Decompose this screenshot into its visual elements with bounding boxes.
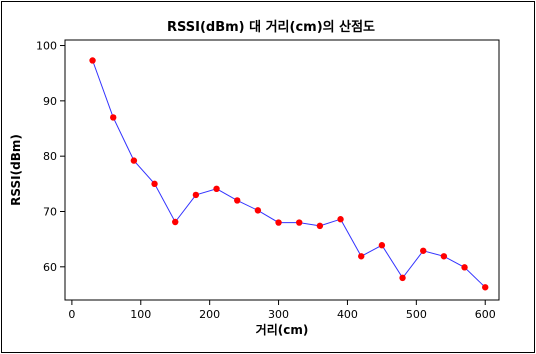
data-point bbox=[130, 157, 138, 164]
data-point bbox=[172, 218, 179, 226]
data-point bbox=[420, 247, 427, 254]
x-tick-label: 500 bbox=[406, 308, 427, 321]
series-line bbox=[92, 60, 486, 288]
x-tick-label: 400 bbox=[337, 308, 358, 321]
y-tick-label: 80 bbox=[43, 150, 57, 163]
data-point bbox=[461, 264, 468, 271]
x-tick-label: 100 bbox=[130, 308, 151, 321]
data-point bbox=[337, 216, 344, 223]
y-tick-label: 70 bbox=[43, 205, 57, 218]
data-point bbox=[254, 207, 262, 214]
data-point bbox=[378, 242, 386, 249]
data-point bbox=[440, 253, 448, 260]
y-tick-label: 90 bbox=[43, 95, 57, 108]
data-point bbox=[296, 219, 303, 226]
data-point bbox=[89, 57, 96, 64]
x-axis-title: 거리(cm) bbox=[256, 322, 309, 337]
series-points-group bbox=[89, 57, 489, 291]
data-point bbox=[213, 185, 220, 193]
x-tick-label: 600 bbox=[475, 308, 496, 321]
x-tick-label: 0 bbox=[68, 308, 75, 321]
data-point bbox=[151, 180, 158, 188]
series-line-group bbox=[92, 60, 486, 288]
data-point bbox=[234, 197, 241, 204]
x-tick-label: 300 bbox=[268, 308, 289, 321]
y-tick-label: 60 bbox=[43, 261, 57, 274]
y-axis: 60 70 80 90 100 bbox=[36, 40, 65, 274]
x-axis: 0 100 200 300 400 500 600 bbox=[68, 300, 496, 321]
data-point bbox=[482, 284, 489, 291]
chart-title: RSSI(dBm) 대 거리(cm)의 산점도 bbox=[167, 19, 375, 35]
plot-area bbox=[64, 39, 500, 301]
x-tick-label: 200 bbox=[199, 308, 220, 321]
y-tick-label: 100 bbox=[36, 40, 57, 53]
y-axis-title: RSSI(dBm) bbox=[9, 134, 23, 206]
data-point bbox=[110, 114, 117, 121]
data-point bbox=[275, 219, 282, 226]
data-point bbox=[399, 274, 406, 282]
data-point bbox=[358, 253, 365, 260]
data-point bbox=[192, 191, 200, 199]
data-point bbox=[316, 222, 324, 230]
